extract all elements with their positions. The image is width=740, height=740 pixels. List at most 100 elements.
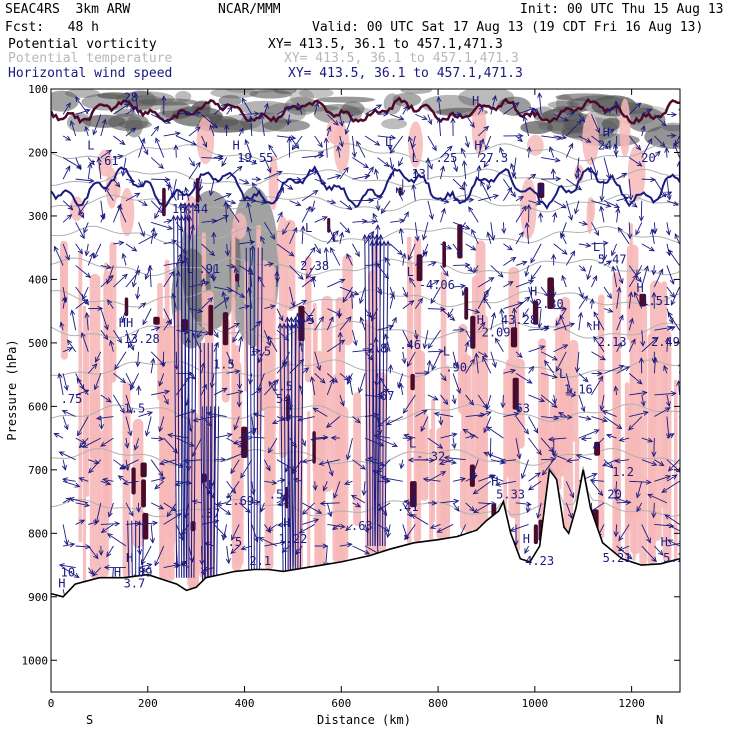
wind-vector bbox=[490, 312, 497, 331]
wind-vector bbox=[477, 138, 485, 158]
pv-streak bbox=[568, 339, 579, 442]
wind-vector bbox=[93, 243, 102, 260]
wind-vector bbox=[528, 437, 542, 456]
wind-vector bbox=[679, 307, 680, 309]
wind-vector bbox=[510, 162, 517, 180]
y-tick-label: 300 bbox=[28, 210, 48, 223]
wind-vector bbox=[240, 545, 252, 551]
wind-vector bbox=[440, 308, 456, 321]
wind-vector bbox=[276, 478, 286, 484]
wind-vector bbox=[358, 286, 366, 305]
contour-label: .63 bbox=[351, 519, 373, 533]
wind-vector bbox=[403, 433, 416, 439]
wind-vector bbox=[499, 307, 505, 331]
pv-contour bbox=[532, 300, 539, 325]
wind-vector bbox=[150, 357, 156, 374]
wind-vector bbox=[69, 120, 77, 137]
wind-vector bbox=[473, 502, 492, 514]
wind-vector bbox=[666, 265, 675, 285]
wind-vector bbox=[465, 243, 477, 251]
wind-vector bbox=[666, 433, 675, 439]
theta-contour bbox=[51, 465, 680, 518]
wind-vector bbox=[226, 451, 247, 461]
wind-vector bbox=[377, 265, 389, 280]
wind-vector bbox=[578, 429, 600, 439]
wind-vector bbox=[104, 186, 114, 201]
wind-shade-patch bbox=[601, 117, 621, 131]
wind-vector bbox=[284, 316, 291, 572]
wind-vector bbox=[666, 474, 678, 482]
contour-label: H bbox=[523, 532, 530, 546]
wind-vector bbox=[592, 437, 605, 449]
wind-vector bbox=[201, 297, 214, 309]
wind-vector bbox=[654, 114, 667, 127]
wind-vector bbox=[364, 104, 383, 115]
wind-vector bbox=[427, 114, 433, 126]
contour-label: 5.21 bbox=[603, 551, 632, 565]
wind-vector bbox=[613, 496, 630, 504]
wind-vector bbox=[578, 220, 588, 226]
wind-vector bbox=[413, 330, 419, 341]
wind-vector bbox=[464, 340, 470, 352]
contour-label: .67 bbox=[373, 389, 395, 403]
wind-vector bbox=[641, 524, 651, 544]
wind-vector bbox=[462, 180, 468, 201]
wind-vector bbox=[539, 186, 545, 201]
wind-shade-patch bbox=[400, 89, 432, 94]
wind-vector bbox=[286, 136, 292, 158]
contour-label: 19.55 bbox=[237, 151, 273, 165]
wind-vector bbox=[61, 409, 76, 417]
contour-label: .54 bbox=[269, 487, 291, 501]
wind-vector bbox=[616, 341, 622, 352]
wind-vector bbox=[264, 261, 274, 268]
wind-vector bbox=[389, 170, 395, 180]
pv-streak bbox=[132, 418, 144, 548]
wind-vector bbox=[352, 416, 361, 424]
pv-streak bbox=[60, 254, 68, 360]
wind-vector bbox=[553, 344, 569, 353]
wind-vector bbox=[263, 330, 272, 347]
wind-vector bbox=[451, 394, 457, 405]
wind-vector bbox=[413, 168, 419, 180]
wind-vector bbox=[138, 137, 146, 158]
wind-vector bbox=[53, 432, 64, 439]
wind-vector bbox=[465, 329, 474, 345]
contour-label: .75 bbox=[61, 392, 83, 406]
pv-contour bbox=[141, 479, 146, 508]
wind-vector bbox=[326, 502, 333, 518]
wind-vector bbox=[150, 227, 156, 244]
wind-vector bbox=[98, 416, 104, 430]
wind-vector bbox=[452, 502, 460, 512]
wind-vector bbox=[398, 157, 404, 167]
wind-vector bbox=[176, 135, 198, 146]
wind-vector bbox=[591, 222, 600, 237]
wind-vector bbox=[95, 415, 114, 421]
pv-contour bbox=[51, 96, 680, 125]
wind-vector bbox=[452, 351, 459, 368]
wind-vector bbox=[390, 218, 406, 224]
wind-vector bbox=[150, 157, 165, 170]
wind-vector bbox=[528, 416, 539, 434]
wind-vector bbox=[351, 135, 357, 158]
wind-vector bbox=[477, 289, 489, 309]
wind-vector bbox=[377, 111, 389, 117]
wind-vector bbox=[161, 95, 167, 115]
wind-vector bbox=[311, 276, 317, 288]
wind-vector bbox=[301, 502, 316, 515]
wind-vector bbox=[654, 135, 666, 148]
wind-vector bbox=[327, 339, 346, 353]
wind-vector bbox=[336, 308, 343, 319]
wind-vector bbox=[451, 438, 457, 450]
wind-vector bbox=[628, 157, 643, 167]
wind-vector bbox=[480, 180, 492, 201]
wind-vector bbox=[651, 265, 657, 276]
wind-vector bbox=[484, 135, 492, 151]
wind-vector bbox=[100, 521, 121, 527]
wind-vector bbox=[524, 545, 530, 555]
wind-vector bbox=[495, 337, 504, 353]
wind-vector bbox=[121, 252, 127, 266]
wind-vector bbox=[526, 203, 532, 223]
wind-vector bbox=[361, 481, 367, 497]
wind-vector bbox=[398, 382, 404, 396]
contour-label: H bbox=[114, 565, 121, 579]
